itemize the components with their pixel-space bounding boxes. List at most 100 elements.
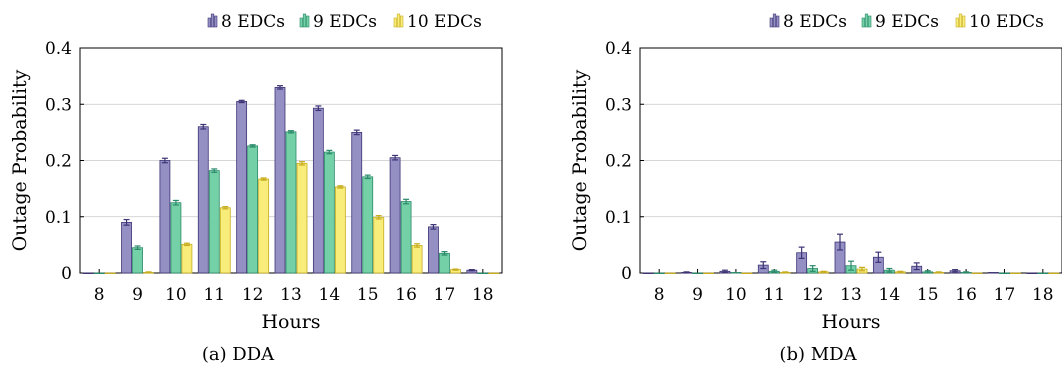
chart-panel-b: 0 0.1 0.2 0.3 0.4 8 9 10 11 12 13 14 15 16 17 18 Hours Ou… <box>569 12 1062 365</box>
bar <box>1010 272 1021 275</box>
bar <box>400 201 412 274</box>
legend-label: 9 EDCs <box>875 12 939 32</box>
y-tick-label: 0.4 <box>45 39 72 59</box>
x-tick-label: 12 <box>802 285 824 305</box>
bar <box>219 207 231 274</box>
legend-swatch <box>207 13 218 28</box>
x-tick-label: 15 <box>357 285 379 305</box>
bar <box>197 126 209 274</box>
bar <box>988 272 999 274</box>
legend-swatch-bar <box>772 13 777 28</box>
y-tick-label: 0.3 <box>605 95 632 115</box>
figure-caption: (b) MDA <box>779 344 857 365</box>
bar <box>159 160 171 274</box>
legend-swatch-bar <box>396 13 401 28</box>
y-tick-label: 0.2 <box>45 152 72 172</box>
legend-swatch <box>861 13 872 28</box>
bar <box>741 272 753 275</box>
x-tick-label: 10 <box>165 285 187 305</box>
x-tick-label: 8 <box>654 285 665 305</box>
bar <box>181 243 193 274</box>
legend-swatch <box>393 13 404 28</box>
figure-caption: (a) DDA <box>202 344 275 365</box>
legend-swatch-bar <box>955 17 959 28</box>
bar <box>312 107 324 274</box>
chart-panel-a: 0 0.1 0.2 0.3 0.4 8 9 10 11 12 13 14 15 16 17 18 Hours Ou… <box>9 12 503 365</box>
bar <box>247 145 259 274</box>
x-tick-label: 16 <box>395 285 417 305</box>
x-axis-label: Hours <box>261 311 320 333</box>
x-tick-label: 17 <box>434 285 456 305</box>
legend-swatch-bar <box>207 17 211 28</box>
bar <box>323 151 335 274</box>
legend-label: 8 EDCs <box>783 12 847 32</box>
bar <box>132 247 143 274</box>
bar <box>1026 272 1038 275</box>
x-tick-label: 14 <box>319 285 341 305</box>
legend-swatch-bar <box>861 17 865 28</box>
legend-swatch-bar <box>400 15 404 28</box>
legend-swatch <box>955 13 966 28</box>
x-tick-label: 11 <box>763 285 785 305</box>
bar <box>362 176 374 274</box>
x-tick-label: 12 <box>242 285 264 305</box>
x-tick-label: 10 <box>725 285 747 305</box>
legend-swatch-bar <box>868 15 872 28</box>
x-tick-label: 14 <box>879 285 901 305</box>
x-tick-label: 17 <box>994 285 1016 305</box>
legend-swatch-bar <box>214 15 218 28</box>
bar <box>692 272 703 275</box>
bar <box>373 216 385 274</box>
bar <box>82 272 94 275</box>
bar <box>334 186 346 274</box>
bar <box>428 226 439 274</box>
legend: 8 EDCs 9 EDCs 10 EDCs <box>769 12 1044 32</box>
legend-swatch-bar <box>306 15 310 28</box>
legend-swatch-bar <box>299 17 303 28</box>
y-axis-label: Outage Probability <box>9 69 31 251</box>
y-axis-label: Outage Probability <box>569 69 591 251</box>
x-tick-label: 11 <box>203 285 225 305</box>
bar <box>653 272 665 275</box>
x-tick-label: 16 <box>955 285 977 305</box>
bar <box>664 272 676 275</box>
legend-swatch <box>769 13 780 28</box>
bar <box>351 131 363 274</box>
x-tick-label: 13 <box>840 285 862 305</box>
legend-label: 10 EDCs <box>407 12 482 32</box>
x-tick-label: 9 <box>692 285 703 305</box>
y-tick-label: 0.4 <box>605 39 632 59</box>
bar <box>703 272 714 275</box>
legend-swatch-bar <box>769 17 773 28</box>
bar <box>389 157 401 274</box>
bar <box>170 202 182 274</box>
bar <box>477 272 489 275</box>
legend-swatch-bar <box>776 15 780 28</box>
legend: 8 EDCs 9 EDCs 10 EDCs <box>207 12 482 32</box>
bar <box>439 252 450 274</box>
legend-swatch-bar <box>393 17 397 28</box>
y-tick-label: 0 <box>621 264 632 284</box>
x-tick-label: 13 <box>280 285 302 305</box>
y-tick-label: 0.1 <box>605 208 632 228</box>
bar <box>236 101 248 274</box>
bar <box>642 272 654 275</box>
y-tick-label: 0 <box>61 264 72 284</box>
x-tick-label: 9 <box>132 285 143 305</box>
legend-swatch-bar <box>302 13 307 28</box>
legend-swatch-bar <box>958 13 963 28</box>
bar <box>258 178 270 274</box>
y-tick-label: 0.2 <box>605 152 632 172</box>
x-tick-label: 8 <box>94 285 105 305</box>
x-tick-label: 18 <box>472 285 494 305</box>
x-tick-label: 15 <box>917 285 939 305</box>
x-tick-label: 18 <box>1032 285 1054 305</box>
legend-label: 10 EDCs <box>969 12 1044 32</box>
legend-label: 9 EDCs <box>313 12 377 32</box>
legend-swatch-bar <box>962 15 966 28</box>
x-axis-label: Hours <box>821 311 880 333</box>
bar <box>971 272 983 275</box>
bar <box>93 272 105 275</box>
bar <box>1048 272 1060 275</box>
